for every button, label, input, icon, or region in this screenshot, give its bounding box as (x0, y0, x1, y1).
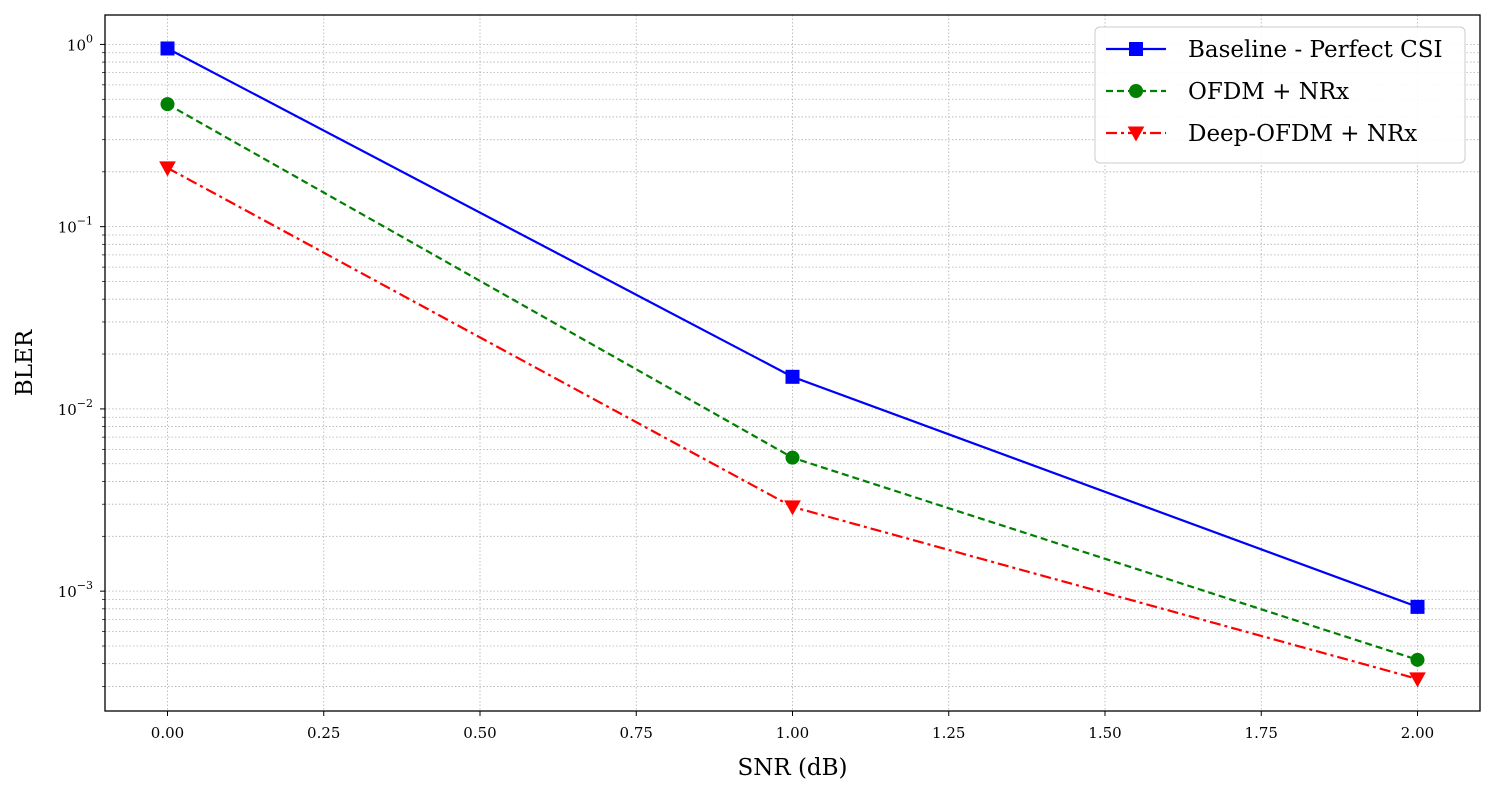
legend-entry: Baseline - Perfect CSI (1106, 37, 1443, 63)
x-tick-label: 1.00 (776, 724, 809, 742)
x-tick-label: 0.50 (463, 724, 496, 742)
data-point (160, 97, 175, 112)
legend-label: Baseline - Perfect CSI (1188, 37, 1443, 63)
legend-entry: OFDM + NRx (1106, 79, 1349, 105)
x-tick-label: 0.25 (307, 724, 340, 742)
series-ofdm-nrx (160, 97, 1425, 667)
legend-box (1094, 26, 1466, 164)
series-layer (159, 41, 1426, 688)
x-tick-label: 1.75 (1245, 724, 1278, 742)
y-tick-label: 100 (67, 32, 93, 54)
x-axis-label: SNR (dB) (737, 755, 847, 781)
series-baseline-perfect-csi (160, 41, 1425, 614)
x-tick-label: 1.50 (1088, 724, 1121, 742)
x-tick-label: 1.25 (932, 724, 965, 742)
tick-layer: 0.00 0.25 0.50 0.75 1.00 1.25 1.50 1.75 2.00 100 1… (58, 32, 1435, 742)
legend: Baseline - Perfect CSI OFDM + NRx Deep-OFD… (1094, 26, 1466, 164)
data-point (784, 500, 801, 516)
x-tick-label: 2.00 (1401, 724, 1434, 742)
legend-marker (1129, 42, 1143, 56)
legend-label: Deep-OFDM + NRx (1188, 121, 1417, 147)
data-point (785, 450, 800, 465)
y-axis-label: BLER (12, 329, 38, 396)
data-point (1409, 672, 1426, 688)
series-deep-ofdm-nrx (159, 161, 1426, 688)
legend-label: OFDM + NRx (1188, 79, 1349, 105)
data-point (159, 161, 176, 177)
data-point (1410, 652, 1425, 667)
x-tick-label: 0.75 (620, 724, 653, 742)
legend-marker (1129, 84, 1143, 98)
y-tick-label: 10−3 (58, 579, 93, 601)
data-point (785, 369, 800, 384)
data-point (1410, 599, 1425, 614)
legend-marker (1127, 126, 1145, 142)
legend-entry: Deep-OFDM + NRx (1106, 121, 1417, 147)
y-tick-label: 10−1 (58, 215, 93, 237)
data-point (160, 41, 175, 56)
x-tick-label: 0.00 (151, 724, 184, 742)
y-tick-label: 10−2 (58, 397, 93, 419)
